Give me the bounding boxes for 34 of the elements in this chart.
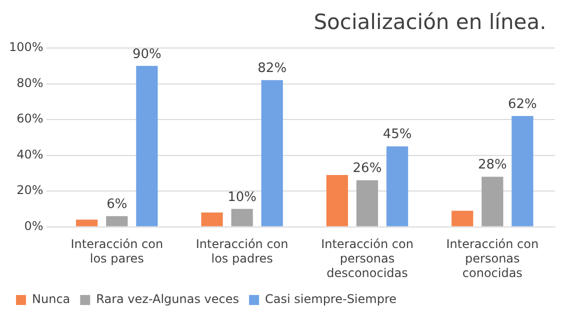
x-tick-label: Interacción con personas desconocidas: [321, 237, 414, 280]
bar: [326, 174, 348, 226]
chart-title: Socialización en línea.: [312, 10, 548, 34]
bar: [76, 220, 98, 226]
x-tick-label: Interacción con los padres: [196, 237, 288, 266]
x-tick-label: Interacción con personas conocidas: [446, 237, 539, 280]
bar: [231, 208, 253, 226]
y-tick-label: 40%: [16, 147, 44, 162]
bar: [356, 180, 378, 226]
bar: [201, 212, 223, 226]
data-label: 62%: [508, 96, 537, 112]
y-tick-label: 100%: [8, 40, 44, 54]
y-tick-label: 0%: [24, 218, 44, 233]
data-label: 82%: [258, 61, 287, 76]
bar: [512, 116, 534, 226]
y-tick-label: 80%: [16, 76, 44, 90]
data-label: 26%: [352, 161, 382, 176]
legend-label: Casi siempre-Siempre: [265, 292, 397, 306]
legend-label: Rara vez-Algunas veces: [96, 292, 240, 306]
bar: [386, 146, 408, 226]
bar: [452, 210, 474, 226]
y-tick-label: 20%: [16, 183, 44, 198]
data-label: 28%: [478, 158, 507, 173]
legend-label: Nunca: [32, 292, 70, 306]
data-label: 45%: [382, 127, 412, 142]
bar: [106, 216, 128, 226]
data-label: 10%: [228, 190, 257, 205]
bar: [261, 80, 283, 226]
data-label: 6%: [106, 196, 128, 212]
y-tick-label: 60%: [16, 112, 44, 126]
data-label: 90%: [132, 46, 162, 62]
x-tick-label: Interacción con los pares: [70, 237, 164, 266]
bar: [482, 176, 504, 226]
bar: [136, 66, 158, 226]
